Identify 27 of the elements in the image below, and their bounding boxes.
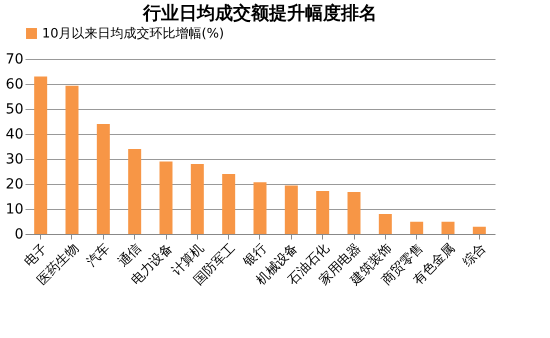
x-tick-label: 综合	[460, 240, 490, 270]
bar	[378, 214, 392, 234]
chart-title: 行业日均成交额提升幅度排名	[142, 3, 377, 24]
y-tick-label: 30	[6, 152, 24, 168]
bar	[316, 191, 330, 234]
bar	[410, 222, 424, 234]
bar	[190, 164, 204, 234]
bar	[128, 149, 142, 234]
bar	[254, 182, 266, 234]
bar	[34, 76, 48, 234]
y-tick-label: 50	[6, 102, 24, 118]
bar	[160, 162, 172, 234]
y-tick-label: 0	[14, 226, 24, 242]
bar	[472, 226, 486, 234]
y-tick-label: 40	[6, 126, 24, 142]
y-tick-label: 70	[6, 52, 24, 68]
bar	[96, 124, 110, 234]
bar	[348, 192, 360, 234]
bar	[442, 222, 454, 234]
bar	[284, 186, 298, 234]
y-tick-label: 20	[6, 176, 24, 192]
bar	[222, 174, 236, 234]
y-tick-label: 60	[6, 76, 24, 92]
x-tick-label: 汽车	[84, 240, 114, 270]
legend-label: 10月以来日均成交环比增幅(%)	[42, 26, 224, 42]
bar	[66, 86, 78, 234]
y-tick-label: 10	[6, 202, 24, 218]
